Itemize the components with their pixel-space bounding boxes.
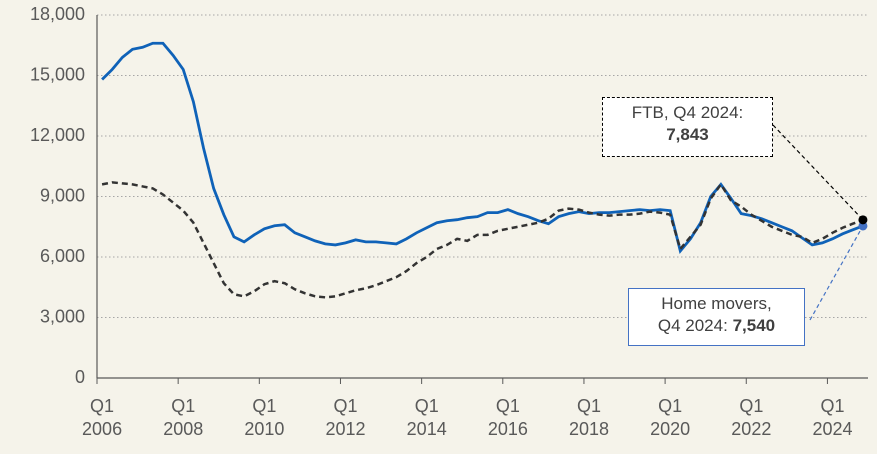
annotation: Home movers, Q4 2024: 7,540	[628, 288, 805, 346]
x-tick-label: Q1 2020	[650, 396, 691, 439]
y-tick-label: 0	[75, 367, 85, 387]
x-tick-label: Q1 2014	[406, 396, 447, 439]
x-tick-label: Q1 2010	[244, 396, 285, 439]
value-label: 7,843	[666, 125, 709, 144]
y-tick-label: 6,000	[40, 246, 85, 266]
x-tick-label: Q1 2022	[731, 396, 772, 439]
x-tick-label: Q1 2018	[568, 396, 610, 439]
series-line	[101, 181, 864, 299]
y-tick-label: 18,000	[30, 4, 85, 24]
x-tick-label: Q1 2016	[487, 396, 528, 439]
y-tick-label: 15,000	[30, 64, 85, 84]
x-tick-label: Q1 2024	[812, 396, 853, 439]
annotation: FTB, Q4 2024: 7,843	[602, 97, 773, 157]
annotation-text: Home movers, Q4 2024:	[657, 294, 772, 335]
value-label: 7,540	[732, 316, 776, 335]
y-tick-label: 9,000	[40, 185, 85, 205]
x-tick-label: Q1 2006	[82, 396, 123, 439]
y-tick-label: 12,000	[30, 125, 85, 145]
series-line	[101, 41, 864, 254]
annotation-leader	[772, 124, 864, 221]
x-tick-label: Q1 2012	[325, 396, 366, 439]
annotation-text: FTB, Q4 2024:	[631, 103, 744, 122]
x-tick-label: Q1 2008	[163, 396, 204, 439]
y-tick-label: 3,000	[40, 306, 85, 326]
end-marker	[858, 215, 868, 225]
annotation-leader	[809, 225, 864, 321]
